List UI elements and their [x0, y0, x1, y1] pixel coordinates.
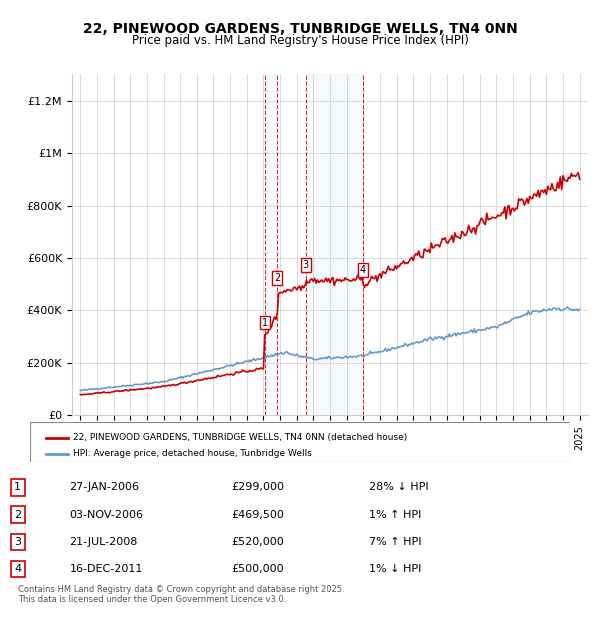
Text: 03-NOV-2006: 03-NOV-2006: [70, 510, 143, 520]
Text: Price paid vs. HM Land Registry's House Price Index (HPI): Price paid vs. HM Land Registry's House …: [131, 34, 469, 47]
Text: £469,500: £469,500: [231, 510, 284, 520]
FancyBboxPatch shape: [30, 422, 570, 462]
Text: 7% ↑ HPI: 7% ↑ HPI: [369, 537, 422, 547]
Text: 3: 3: [303, 260, 309, 270]
Bar: [265, 74, 277, 415]
Text: 3: 3: [14, 537, 21, 547]
Text: 22, PINEWOOD GARDENS, TUNBRIDGE WELLS, TN4 0NN (detached house): 22, PINEWOOD GARDENS, TUNBRIDGE WELLS, T…: [73, 433, 407, 442]
Text: 2: 2: [274, 273, 281, 283]
Text: 1: 1: [14, 482, 21, 492]
Text: Contains HM Land Registry data © Crown copyright and database right 2025.
This d: Contains HM Land Registry data © Crown c…: [18, 585, 344, 604]
Text: £299,000: £299,000: [231, 482, 284, 492]
Text: 4: 4: [14, 564, 22, 574]
Bar: [306, 74, 362, 415]
Text: 27-JAN-2006: 27-JAN-2006: [70, 482, 140, 492]
Text: 21-JUL-2008: 21-JUL-2008: [70, 537, 138, 547]
Text: 22, PINEWOOD GARDENS, TUNBRIDGE WELLS, TN4 0NN: 22, PINEWOOD GARDENS, TUNBRIDGE WELLS, T…: [83, 22, 517, 36]
Text: £500,000: £500,000: [231, 564, 284, 574]
Text: 4: 4: [359, 265, 365, 275]
Text: 1% ↓ HPI: 1% ↓ HPI: [369, 564, 421, 574]
Text: 1: 1: [262, 317, 268, 327]
Text: 2: 2: [14, 510, 22, 520]
Text: £520,000: £520,000: [231, 537, 284, 547]
Text: 1% ↑ HPI: 1% ↑ HPI: [369, 510, 421, 520]
Text: HPI: Average price, detached house, Tunbridge Wells: HPI: Average price, detached house, Tunb…: [73, 450, 312, 458]
Text: 28% ↓ HPI: 28% ↓ HPI: [369, 482, 429, 492]
Text: 16-DEC-2011: 16-DEC-2011: [70, 564, 143, 574]
